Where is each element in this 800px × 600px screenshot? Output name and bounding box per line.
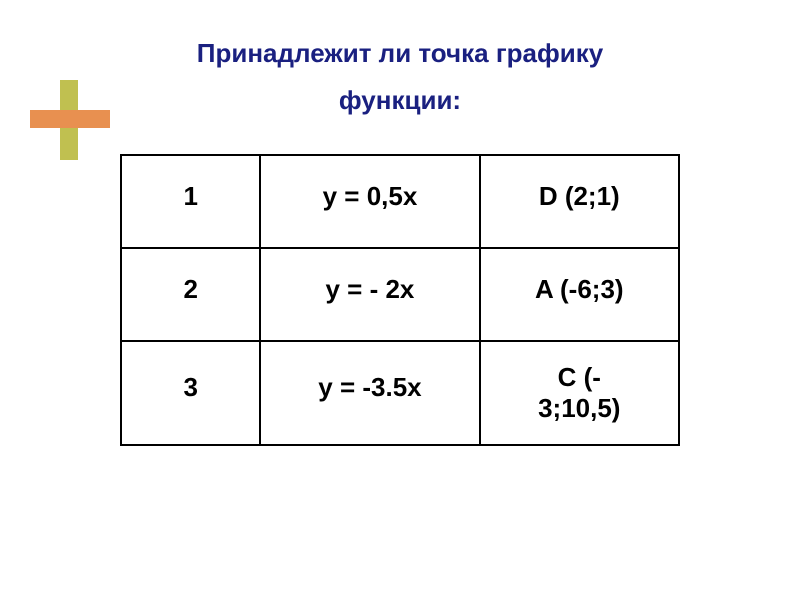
corner-decoration	[30, 80, 110, 160]
table-row: 3 y = -3.5x C (- 3;10,5)	[121, 341, 679, 445]
cell-index: 1	[121, 155, 260, 248]
cell-index: 3	[121, 341, 260, 445]
title-line2: функции:	[0, 77, 800, 124]
point-line2: 3;10,5)	[538, 393, 620, 423]
cell-index: 2	[121, 248, 260, 341]
cell-point: A (-6;3)	[480, 248, 679, 341]
table-container: 1 y = 0,5x D (2;1) 2 y = - 2x A (-6;3) 3…	[120, 154, 680, 446]
data-table: 1 y = 0,5x D (2;1) 2 y = - 2x A (-6;3) 3…	[120, 154, 680, 446]
cell-function: y = - 2x	[260, 248, 479, 341]
table-row: 2 y = - 2x A (-6;3)	[121, 248, 679, 341]
cell-function: y = 0,5x	[260, 155, 479, 248]
cell-function: y = -3.5x	[260, 341, 479, 445]
title-line1: Принадлежит ли точка графику	[0, 30, 800, 77]
cell-point: D (2;1)	[480, 155, 679, 248]
table-row: 1 y = 0,5x D (2;1)	[121, 155, 679, 248]
point-line1: C (-	[558, 362, 601, 392]
page-title: Принадлежит ли точка графику функции:	[0, 0, 800, 124]
cell-point: C (- 3;10,5)	[480, 341, 679, 445]
decoration-horizontal	[30, 110, 110, 128]
